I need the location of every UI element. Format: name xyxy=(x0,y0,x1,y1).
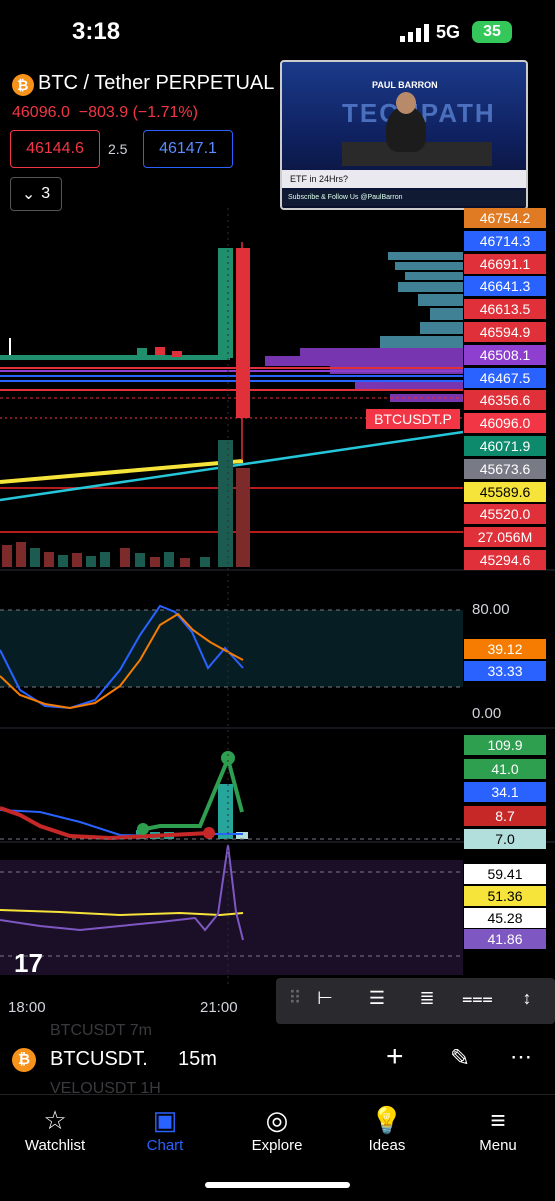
bottom-navigation: ☆ Watchlist ▣ Chart ◎ Explore 💡 Ideas ≡ … xyxy=(0,1094,555,1201)
home-indicator xyxy=(205,1182,350,1188)
rsi-scale-label: 59.41 xyxy=(464,864,546,884)
interval-button[interactable]: 15m xyxy=(178,1048,217,1070)
indicators-count: 3 xyxy=(41,185,51,202)
signal-icon xyxy=(400,24,429,42)
nav-explore[interactable]: ◎ Explore xyxy=(232,1103,322,1154)
momentum-scale-label: 109.9 xyxy=(464,735,546,755)
symbol-price-tag: BTCUSDT.P xyxy=(366,409,460,429)
nav-watchlist[interactable]: ☆ Watchlist xyxy=(10,1103,100,1154)
rsi-pane: 17 xyxy=(0,844,463,978)
price-scale-label: 46641.3 xyxy=(464,276,546,297)
nav-ideas[interactable]: 💡 Ideas xyxy=(342,1103,432,1154)
status-bar: 3:18 5G 35 xyxy=(0,0,555,62)
watchlist-ghost-row-2: VELOUSDT 1H xyxy=(50,1080,161,1097)
last-price-line: 46096.0 −803.9 (−1.71%) xyxy=(12,104,198,122)
momentum-scale-label: 34.1 xyxy=(464,782,546,802)
price-scale-label: 46594.9 xyxy=(464,322,546,342)
sell-button[interactable]: 46144.6 xyxy=(10,130,100,168)
drawing-pen-icon[interactable]: ✎ xyxy=(450,1045,471,1072)
tradingview-logo-icon: 17 xyxy=(14,948,43,978)
momentum-pane xyxy=(0,751,463,841)
video-brand: PAUL BARRON xyxy=(372,80,438,90)
add-icon[interactable]: + xyxy=(386,1040,404,1073)
fib-retracement-tool-icon[interactable]: ≣ xyxy=(419,988,435,1008)
momentum-scale-label: 41.0 xyxy=(464,758,546,779)
time-axis-label-1: 18:00 xyxy=(8,999,46,1016)
price-scale-label: 46754.2 xyxy=(464,208,546,228)
rsi-scale-label: 45.28 xyxy=(464,907,546,928)
nav-chart[interactable]: ▣ Chart xyxy=(120,1103,210,1154)
long-position-tool-icon[interactable]: ⊢ xyxy=(317,988,333,1008)
momentum-scale-label: 8.7 xyxy=(464,805,546,826)
hamburger-menu-icon: ≡ xyxy=(490,1105,506,1135)
bitcoin-logo-icon: ₿ xyxy=(12,1048,36,1072)
price-scale-label: 46071.9 xyxy=(464,436,546,456)
more-options-icon[interactable]: ⋯ xyxy=(510,1044,532,1069)
stoch-d-line xyxy=(0,604,244,710)
lightbulb-icon: 💡 xyxy=(370,1105,404,1135)
stoch-d-value: 33.33 xyxy=(464,661,546,681)
price-scale-label: 46096.0 xyxy=(464,413,546,434)
price-scale-label: 46508.1 xyxy=(464,344,546,365)
stoch-k-value: 39.12 xyxy=(464,639,546,659)
chevron-down-icon: ⌄ xyxy=(21,186,36,203)
video-overlay[interactable]: PAUL BARRON TECHPATH ETF in 24Hrs? Subsc… xyxy=(280,60,528,210)
chart-canvas[interactable]: 17 xyxy=(0,208,555,988)
bitcoin-logo-icon: ₿ xyxy=(12,74,34,96)
volume-bars xyxy=(2,440,250,567)
stochastic-pane xyxy=(0,604,463,710)
volume-profile xyxy=(380,252,463,348)
nav-watchlist-label: Watchlist xyxy=(24,1137,86,1154)
candles xyxy=(0,242,250,460)
drawing-toolbar: ⠿ ⊢ ☰ ≣ ⩶ ↕ xyxy=(276,978,555,1024)
main-price-pane xyxy=(0,242,464,567)
video-host-head xyxy=(396,92,416,114)
price-scale-label: 46613.5 xyxy=(464,299,546,320)
price-scale-label: 46356.6 xyxy=(464,390,546,411)
price-scale-label: 45520.0 xyxy=(464,504,546,525)
measure-tool-icon[interactable]: ↕ xyxy=(522,988,532,1008)
video-subticker: Subscribe & Follow Us @PaulBarron xyxy=(282,190,526,206)
price-scale-label: 46467.5 xyxy=(464,367,546,388)
price-scale-label: 46691.1 xyxy=(464,253,546,274)
symbol-title[interactable]: BTC / Tether PERPETUAL xyxy=(38,72,275,94)
indicators-toggle-button[interactable]: ⌄ 3 xyxy=(10,177,62,211)
video-ticker: ETF in 24Hrs? xyxy=(282,170,526,188)
nav-ideas-label: Ideas xyxy=(368,1137,406,1154)
parallel-channel-tool-icon[interactable]: ⩶ xyxy=(462,988,493,1008)
compass-icon: ◎ xyxy=(265,1105,289,1135)
clock: 3:18 xyxy=(72,18,121,45)
price-scale-label: 45294.6 xyxy=(464,550,546,570)
chart-icon: ▣ xyxy=(152,1105,178,1135)
nav-chart-label: Chart xyxy=(146,1137,184,1154)
price-scale-label: 45589.6 xyxy=(464,481,546,502)
symbol-bar: BTCUSDT 7m ₿ BTCUSDT. 15m + ✎ ⋯ VELOUSDT… xyxy=(0,1022,555,1097)
symbol-name-button[interactable]: BTCUSDT. xyxy=(50,1048,148,1070)
star-icon: ☆ xyxy=(43,1105,67,1135)
battery-indicator: 35 xyxy=(472,21,512,43)
time-axis-label-2: 21:00 xyxy=(200,999,238,1016)
watchlist-ghost-row: BTCUSDT 7m xyxy=(50,1022,152,1039)
rsi-scale-label: 41.86 xyxy=(464,929,546,950)
price-scale-label: 46714.3 xyxy=(464,230,546,251)
momentum-scale-label: 7.0 xyxy=(464,829,546,849)
spread-value: 2.5 xyxy=(108,141,128,157)
drag-handle-icon[interactable]: ⠿ xyxy=(288,988,302,1008)
price-change: −803.9 (−1.71%) xyxy=(78,104,198,121)
stoch-lower-level: 0.00 xyxy=(472,705,502,722)
rsi-scale-label: 51.36 xyxy=(464,885,546,906)
stoch-upper-level: 80.00 xyxy=(472,601,510,618)
nav-menu-label: Menu xyxy=(479,1137,517,1154)
buy-button[interactable]: 46147.1 xyxy=(143,130,233,168)
stoch-k-line xyxy=(0,612,244,710)
price-scale-label: 27.056M xyxy=(464,527,546,548)
horizontal-lines-tool-icon[interactable]: ☰ xyxy=(368,988,386,1008)
nav-menu[interactable]: ≡ Menu xyxy=(453,1103,543,1154)
price-scale-label: 45673.6 xyxy=(464,458,546,479)
network-type: 5G xyxy=(436,22,461,42)
last-price: 46096.0 xyxy=(12,104,70,121)
nav-explore-label: Explore xyxy=(251,1137,303,1154)
